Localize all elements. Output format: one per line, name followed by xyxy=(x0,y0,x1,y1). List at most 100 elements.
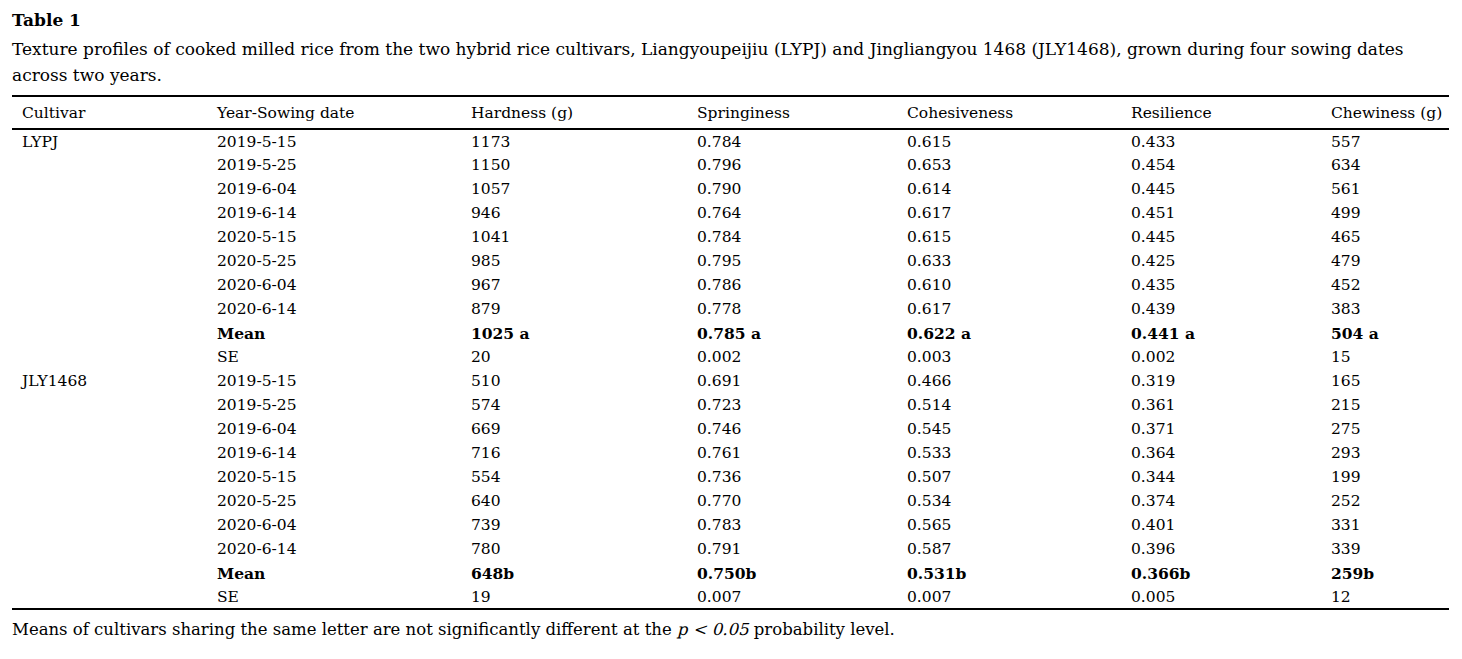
hardness-cell: 946 xyxy=(471,201,697,225)
chewiness-cell: 259b xyxy=(1331,561,1449,585)
table-footnote: Means of cultivars sharing the same lett… xyxy=(12,619,1450,641)
resilience-cell: 0.401 xyxy=(1131,513,1331,537)
sowing-date-cell: SE xyxy=(217,585,471,609)
resilience-cell: 0.319 xyxy=(1131,369,1331,393)
hardness-cell: 20 xyxy=(471,345,697,369)
paper-table-figure: Table 1 Texture profiles of cooked mille… xyxy=(0,0,1462,641)
resilience-cell: 0.005 xyxy=(1131,585,1331,609)
footnote-text-suffix: probability level. xyxy=(749,620,895,639)
hardness-cell: 554 xyxy=(471,465,697,489)
hardness-cell: 19 xyxy=(471,585,697,609)
cultivar-cell xyxy=(12,561,217,585)
cohesiveness-cell: 0.610 xyxy=(907,273,1131,297)
chewiness-cell: 15 xyxy=(1331,345,1449,369)
hardness-cell: 985 xyxy=(471,249,697,273)
chewiness-cell: 504 a xyxy=(1331,321,1449,345)
springiness-cell: 0.770 xyxy=(697,489,907,513)
resilience-cell: 0.371 xyxy=(1131,417,1331,441)
hardness-cell: 879 xyxy=(471,297,697,321)
springiness-cell: 0.723 xyxy=(697,393,907,417)
springiness-cell: 0.002 xyxy=(697,345,907,369)
column-header-hardness: Hardness (g) xyxy=(471,96,697,129)
cultivar-cell xyxy=(12,345,217,369)
chewiness-cell: 339 xyxy=(1331,537,1449,561)
springiness-cell: 0.761 xyxy=(697,441,907,465)
cohesiveness-cell: 0.653 xyxy=(907,153,1131,177)
hardness-cell: 1150 xyxy=(471,153,697,177)
springiness-cell: 0.750b xyxy=(697,561,907,585)
cultivar-cell xyxy=(12,273,217,297)
cohesiveness-cell: 0.617 xyxy=(907,201,1131,225)
table-row: JLY14682019-5-155100.6910.4660.319165 xyxy=(12,369,1449,393)
springiness-cell: 0.736 xyxy=(697,465,907,489)
cohesiveness-cell: 0.565 xyxy=(907,513,1131,537)
cohesiveness-cell: 0.545 xyxy=(907,417,1131,441)
table-body: LYPJ2019-5-1511730.7840.6150.4335572019-… xyxy=(12,129,1449,609)
table-row: 2020-5-259850.7950.6330.425479 xyxy=(12,249,1449,273)
resilience-cell: 0.433 xyxy=(1131,129,1331,153)
resilience-cell: 0.344 xyxy=(1131,465,1331,489)
chewiness-cell: 215 xyxy=(1331,393,1449,417)
hardness-cell: 1041 xyxy=(471,225,697,249)
table-row: 2019-5-255740.7230.5140.361215 xyxy=(12,393,1449,417)
springiness-cell: 0.764 xyxy=(697,201,907,225)
cohesiveness-cell: 0.587 xyxy=(907,537,1131,561)
cultivar-cell xyxy=(12,585,217,609)
table-row: 2020-5-256400.7700.5340.374252 xyxy=(12,489,1449,513)
sowing-date-cell: 2020-5-25 xyxy=(217,489,471,513)
chewiness-cell: 561 xyxy=(1331,177,1449,201)
springiness-cell: 0.691 xyxy=(697,369,907,393)
sowing-date-cell: 2020-5-15 xyxy=(217,225,471,249)
resilience-cell: 0.366b xyxy=(1131,561,1331,585)
cultivar-cell xyxy=(12,393,217,417)
table-row: 2019-6-147160.7610.5330.364293 xyxy=(12,441,1449,465)
table-row: 2020-6-148790.7780.6170.439383 xyxy=(12,297,1449,321)
table-row: SE200.0020.0030.00215 xyxy=(12,345,1449,369)
table-row: 2019-5-2511500.7960.6530.454634 xyxy=(12,153,1449,177)
cultivar-cell xyxy=(12,201,217,225)
cultivar-cell xyxy=(12,321,217,345)
cultivar-cell xyxy=(12,537,217,561)
resilience-cell: 0.425 xyxy=(1131,249,1331,273)
cohesiveness-cell: 0.615 xyxy=(907,225,1131,249)
hardness-cell: 669 xyxy=(471,417,697,441)
chewiness-cell: 275 xyxy=(1331,417,1449,441)
chewiness-cell: 331 xyxy=(1331,513,1449,537)
chewiness-cell: 465 xyxy=(1331,225,1449,249)
cultivar-cell xyxy=(12,513,217,537)
resilience-cell: 0.454 xyxy=(1131,153,1331,177)
cohesiveness-cell: 0.531b xyxy=(907,561,1131,585)
table-row: 2019-6-149460.7640.6170.451499 xyxy=(12,201,1449,225)
column-header-chewiness: Chewiness (g) xyxy=(1331,96,1449,129)
cohesiveness-cell: 0.622 a xyxy=(907,321,1131,345)
sowing-date-cell: 2020-5-25 xyxy=(217,249,471,273)
sowing-date-cell: SE xyxy=(217,345,471,369)
cultivar-cell: JLY1468 xyxy=(12,369,217,393)
chewiness-cell: 165 xyxy=(1331,369,1449,393)
hardness-cell: 716 xyxy=(471,441,697,465)
table-row: 2019-6-0410570.7900.6140.445561 xyxy=(12,177,1449,201)
cultivar-cell xyxy=(12,489,217,513)
springiness-cell: 0.778 xyxy=(697,297,907,321)
table-row: Mean648b0.750b0.531b0.366b259b xyxy=(12,561,1449,585)
footnote-p-value: p < 0.05 xyxy=(677,620,749,639)
table-number-label: Table 1 xyxy=(12,9,1450,31)
cohesiveness-cell: 0.007 xyxy=(907,585,1131,609)
chewiness-cell: 557 xyxy=(1331,129,1449,153)
cultivar-cell xyxy=(12,153,217,177)
table-caption: Texture profiles of cooked milled rice f… xyxy=(12,36,1450,88)
hardness-cell: 1025 a xyxy=(471,321,697,345)
chewiness-cell: 499 xyxy=(1331,201,1449,225)
hardness-cell: 574 xyxy=(471,393,697,417)
table-row: 2020-6-047390.7830.5650.401331 xyxy=(12,513,1449,537)
sowing-date-cell: 2019-5-25 xyxy=(217,393,471,417)
cohesiveness-cell: 0.533 xyxy=(907,441,1131,465)
chewiness-cell: 199 xyxy=(1331,465,1449,489)
sowing-date-cell: 2020-5-15 xyxy=(217,465,471,489)
chewiness-cell: 383 xyxy=(1331,297,1449,321)
resilience-cell: 0.435 xyxy=(1131,273,1331,297)
cultivar-cell xyxy=(12,249,217,273)
hardness-cell: 780 xyxy=(471,537,697,561)
table-row: LYPJ2019-5-1511730.7840.6150.433557 xyxy=(12,129,1449,153)
column-header-springiness: Springiness xyxy=(697,96,907,129)
